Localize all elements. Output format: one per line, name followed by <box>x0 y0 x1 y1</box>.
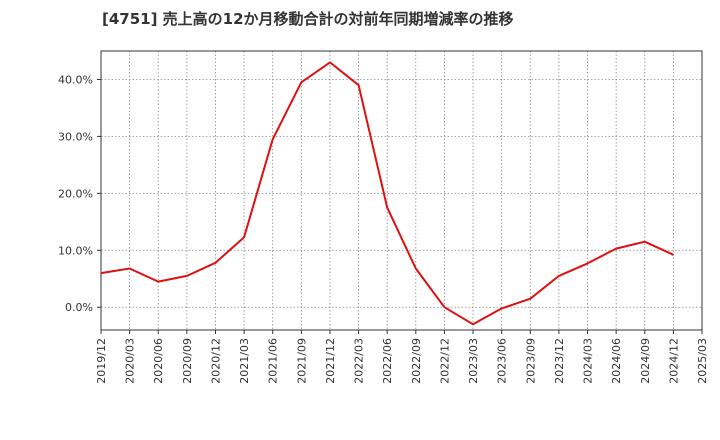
x-tick-label: 2024/12 <box>667 338 680 384</box>
x-tick-label: 2020/03 <box>124 338 137 384</box>
x-tick-label: 2020/12 <box>209 338 222 384</box>
data-point <box>615 248 617 250</box>
x-tick-label: 2022/09 <box>410 338 423 384</box>
data-point <box>472 323 474 325</box>
y-tick-label: 0.0% <box>65 301 93 314</box>
data-point <box>529 298 531 300</box>
plot-frame <box>100 50 703 331</box>
data-point <box>672 254 674 256</box>
x-tick-label: 2024/09 <box>639 338 652 384</box>
data-point <box>501 307 503 309</box>
data-point <box>157 281 159 283</box>
x-tick-label: 2023/03 <box>467 338 480 384</box>
data-point <box>100 272 102 274</box>
x-tick-label: 2022/03 <box>353 338 366 384</box>
y-tick-label: 10.0% <box>58 244 93 257</box>
x-tick-label: 2022/12 <box>438 338 451 384</box>
data-point <box>272 138 274 140</box>
data-point <box>587 262 589 264</box>
x-tick-label: 2020/09 <box>181 338 194 384</box>
x-tick-label: 2024/06 <box>610 338 623 384</box>
x-tick-label: 2023/09 <box>524 338 537 384</box>
x-tick-label: 2021/12 <box>324 338 337 384</box>
x-tick-label: 2021/03 <box>238 338 251 384</box>
x-axis-ticks: 2019/12 2020/03 2020/06 2020/09 2020/12 2021/… <box>95 330 709 384</box>
x-tick-label: 2023/12 <box>553 338 566 384</box>
data-point <box>386 207 388 209</box>
y-axis-ticks: 0.0% 10.0% 20.0% 30.0% 40.0% <box>58 73 101 314</box>
x-tick-label: 2021/06 <box>267 338 280 384</box>
data-point <box>644 241 646 243</box>
x-tick-label: 2025/03 <box>696 338 709 384</box>
series-layer <box>100 61 674 326</box>
x-tick-label: 2024/03 <box>582 338 595 384</box>
x-tick-label: 2023/06 <box>496 338 509 384</box>
y-tick-label: 30.0% <box>58 130 93 143</box>
data-point <box>558 275 560 277</box>
data-point <box>243 236 245 238</box>
data-point <box>186 275 188 277</box>
data-point <box>443 306 445 308</box>
y-tick-label: 20.0% <box>58 187 93 200</box>
chart-title: [4751] 売上高の12か月移動合計の対前年同期増減率の推移 <box>102 10 514 28</box>
x-tick-label: 2020/06 <box>152 338 165 384</box>
x-tick-label: 2021/09 <box>295 338 308 384</box>
data-point <box>329 61 331 63</box>
data-point <box>415 268 417 270</box>
x-tick-label: 2019/12 <box>95 338 108 384</box>
data-point <box>129 268 131 270</box>
grid-layer <box>101 51 702 330</box>
data-point <box>300 81 302 83</box>
y-tick-label: 40.0% <box>58 73 93 86</box>
data-point <box>358 84 360 86</box>
x-tick-label: 2022/06 <box>381 338 394 384</box>
data-point <box>214 262 216 264</box>
